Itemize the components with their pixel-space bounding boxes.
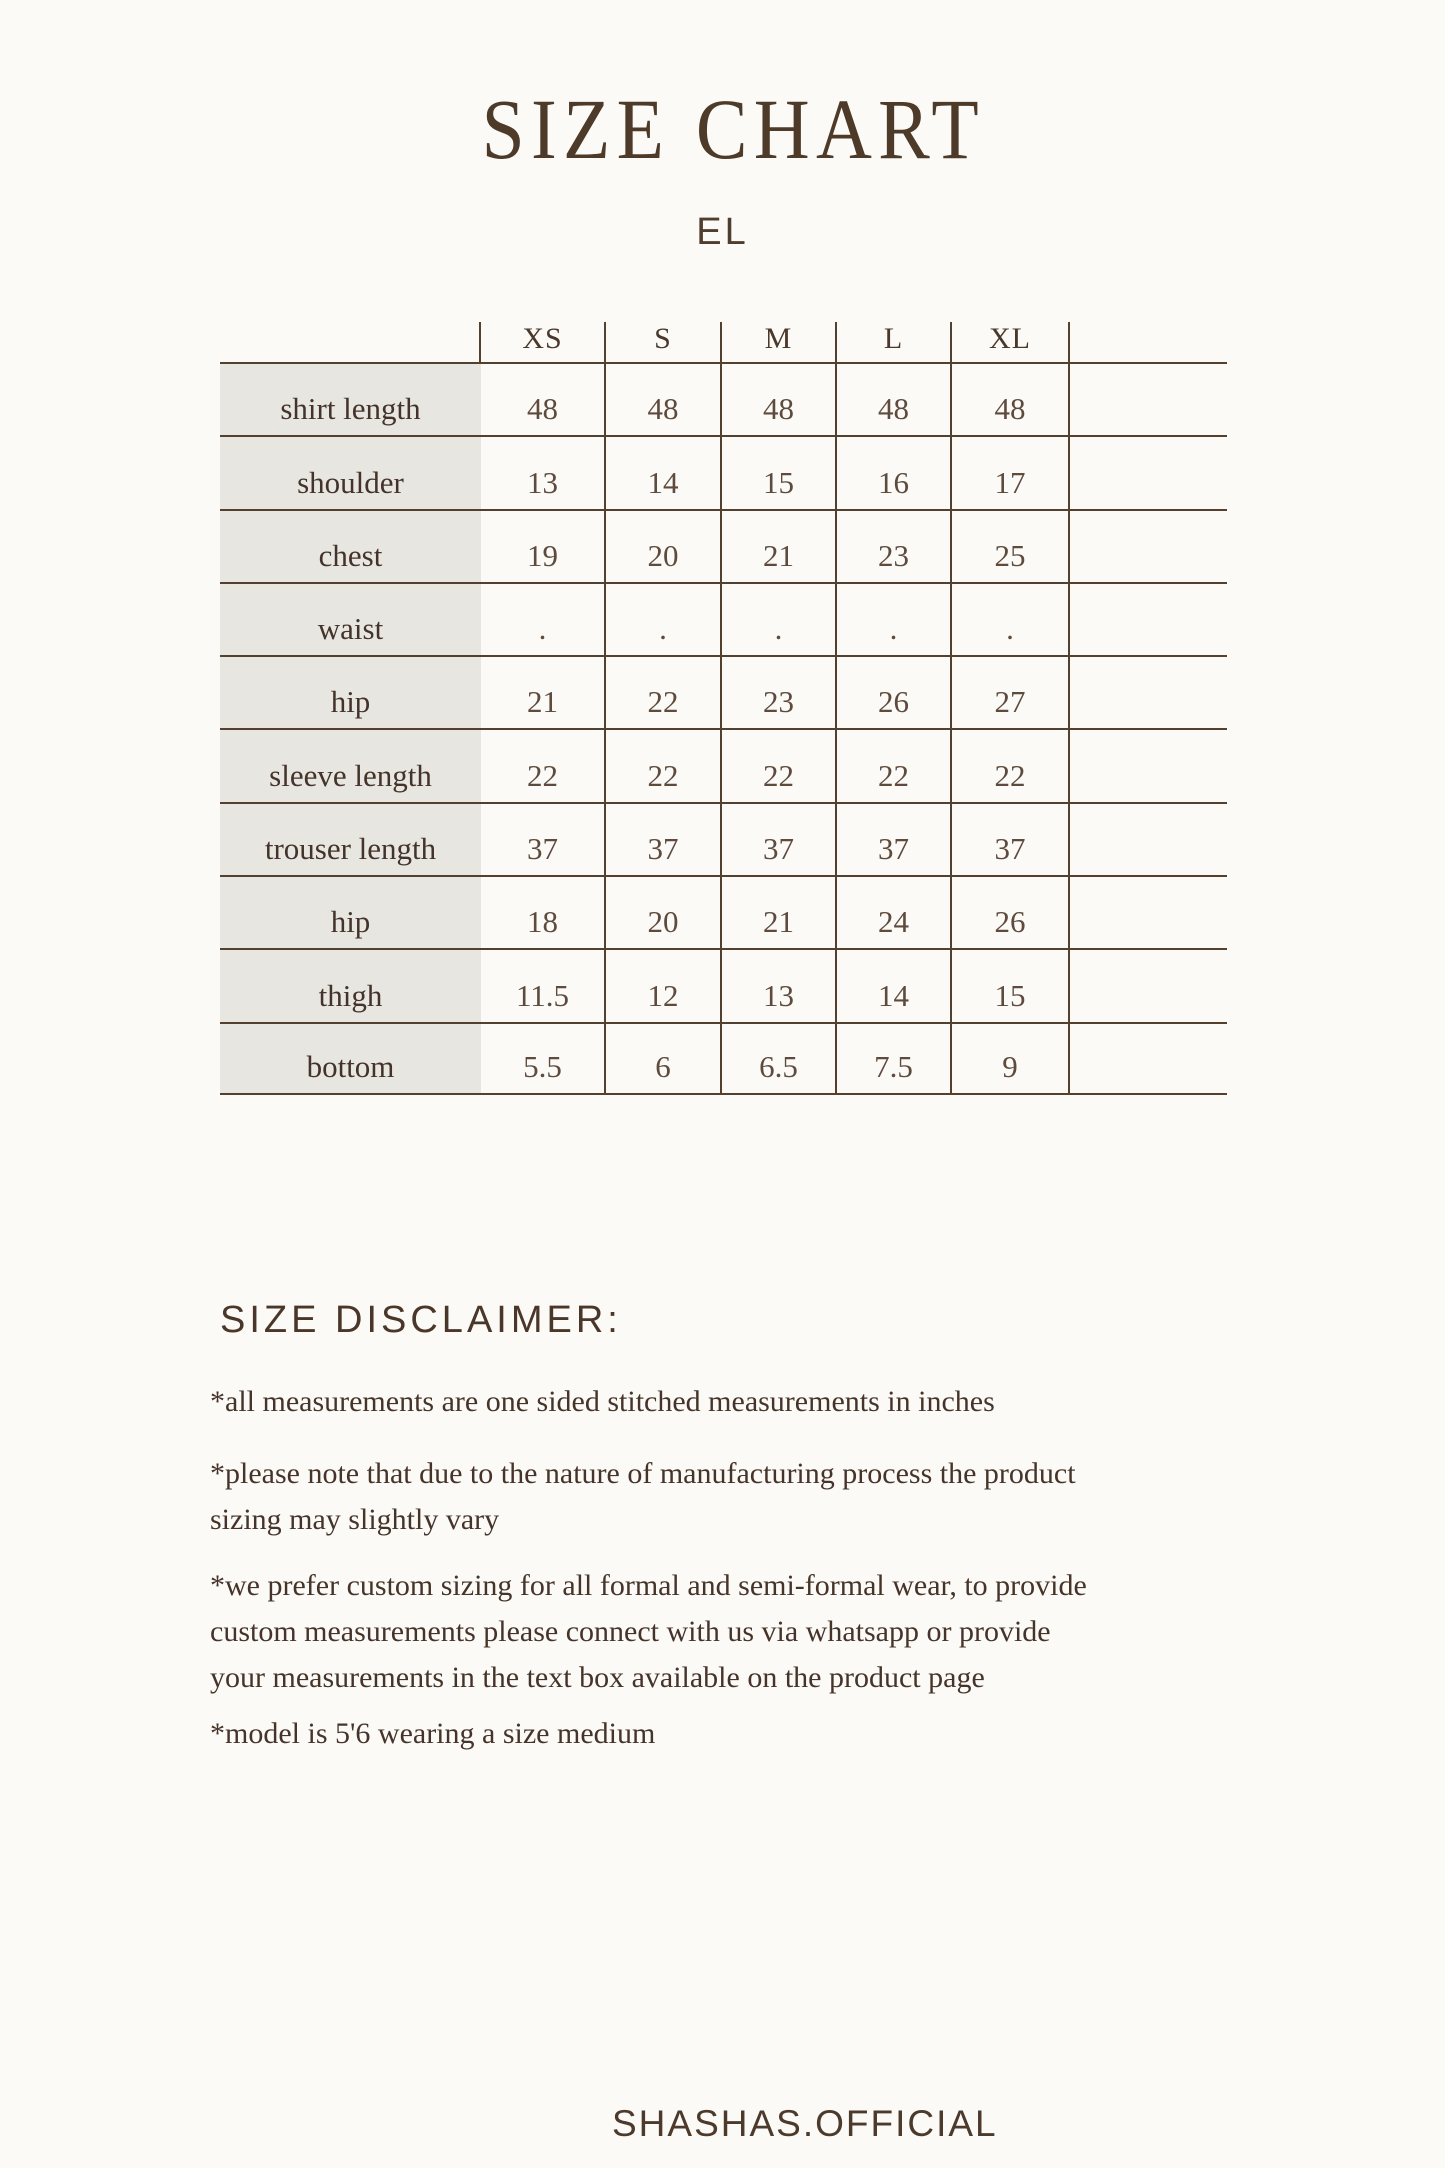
row-label: chest — [220, 508, 481, 582]
table-cell: 19 — [481, 508, 606, 582]
table-cell-empty — [1070, 655, 1227, 728]
column-header-m: M — [722, 322, 837, 362]
row-label: bottom — [220, 1021, 481, 1095]
table-cell: . — [606, 581, 722, 656]
table-cell: 48 — [606, 362, 722, 436]
table-cell-empty — [1070, 581, 1227, 655]
table-cell: 22 — [952, 728, 1070, 802]
disclaimer-heading: SIZE DISCLAIMER: — [220, 1299, 622, 1341]
column-header-empty — [1070, 322, 1227, 362]
table-cell: 6.5 — [722, 1021, 837, 1095]
row-label: thigh — [220, 948, 481, 1022]
disclaimer-paragraph: *we prefer custom sizing for all formal … — [210, 1563, 1220, 1701]
disclaimer-line: *we prefer custom sizing for all formal … — [210, 1569, 1087, 1602]
table-cell: 13 — [481, 435, 606, 509]
brand-footer: SHASHAS.OFFICIAL — [612, 2103, 998, 2144]
table-cell: 48 — [722, 362, 837, 436]
table-cell: 23 — [837, 508, 952, 582]
table-cell: . — [722, 581, 837, 656]
table-cell: 26 — [952, 875, 1070, 949]
disclaimer-paragraph: *please note that due to the nature of m… — [210, 1451, 1220, 1543]
disclaimer-line: *all measurements are one sided stitched… — [210, 1385, 995, 1418]
row-label: hip — [220, 875, 481, 949]
table-cell: 22 — [722, 728, 837, 802]
table-cell: . — [481, 581, 606, 656]
row-label: hip — [220, 655, 481, 729]
table-cell: 22 — [606, 728, 722, 802]
disclaimer-line: *please note that due to the nature of m… — [210, 1457, 1076, 1490]
table-cell: 6 — [606, 1021, 722, 1095]
table-cell-empty — [1070, 1021, 1227, 1095]
table-cell: 22 — [606, 655, 722, 729]
table-cell: 37 — [481, 801, 606, 876]
table-cell: . — [952, 581, 1070, 656]
table-cell: 21 — [722, 875, 837, 949]
table-cell: 7.5 — [837, 1021, 952, 1095]
table-cell: 9 — [952, 1021, 1070, 1095]
page-subtitle: EL — [696, 211, 749, 253]
table-cell: 48 — [481, 362, 606, 436]
table-cell: 27 — [952, 655, 1070, 729]
table-cell: 13 — [722, 948, 837, 1022]
table-cell: 20 — [606, 875, 722, 949]
table-cell: 26 — [837, 655, 952, 729]
table-cell: 15 — [722, 435, 837, 509]
size-chart-table: XS S M L XL shirt length 48 48 48 48 48 … — [220, 322, 1227, 1095]
table-cell-empty — [1070, 875, 1227, 948]
table-cell: 14 — [837, 948, 952, 1022]
table-cell-empty — [1070, 801, 1227, 875]
table-cell: 17 — [952, 435, 1070, 509]
table-cell: 37 — [837, 801, 952, 876]
table-cell-empty — [1070, 508, 1227, 582]
row-label: trouser length — [220, 801, 481, 876]
column-header-l: L — [837, 322, 952, 362]
table-cell: 21 — [722, 508, 837, 582]
table-cell: 22 — [837, 728, 952, 802]
disclaimer-line: *model is 5'6 wearing a size medium — [210, 1717, 656, 1750]
disclaimer-line: your measurements in the text box availa… — [210, 1661, 985, 1694]
table-cell: 37 — [722, 801, 837, 876]
row-label: sleeve length — [220, 728, 481, 802]
table-cell-empty — [1070, 435, 1227, 508]
table-cell: 24 — [837, 875, 952, 949]
column-header-s: S — [606, 322, 722, 362]
table-cell: 25 — [952, 508, 1070, 582]
table-cell-empty — [1070, 948, 1227, 1021]
row-label: waist — [220, 581, 481, 656]
disclaimer-paragraph: *all measurements are one sided stitched… — [210, 1379, 1220, 1425]
page-title: SIZE CHART — [481, 81, 986, 177]
table-cell: 20 — [606, 508, 722, 582]
table-cell: 5.5 — [481, 1021, 606, 1095]
table-cell-empty — [1070, 728, 1227, 801]
table-cell: 48 — [837, 362, 952, 436]
row-label: shoulder — [220, 435, 481, 509]
table-cell: 11.5 — [481, 948, 606, 1022]
disclaimer-line: custom measurements please connect with … — [210, 1615, 1051, 1648]
table-cell: 21 — [481, 655, 606, 729]
row-label: shirt length — [220, 362, 481, 436]
table-cell: 15 — [952, 948, 1070, 1022]
column-header-xl: XL — [952, 322, 1070, 362]
table-cell: 12 — [606, 948, 722, 1022]
disclaimer-paragraph: *model is 5'6 wearing a size medium — [210, 1711, 1220, 1757]
table-cell-empty — [1070, 362, 1227, 435]
table-cell: 48 — [952, 362, 1070, 436]
table-cell: 18 — [481, 875, 606, 949]
table-corner-cell — [220, 322, 481, 362]
table-cell: . — [837, 581, 952, 656]
column-header-xs: XS — [481, 322, 606, 362]
table-cell: 23 — [722, 655, 837, 729]
table-cell: 22 — [481, 728, 606, 802]
table-cell: 16 — [837, 435, 952, 509]
disclaimer-line: sizing may slightly vary — [210, 1503, 500, 1536]
table-cell: 37 — [606, 801, 722, 876]
table-cell: 14 — [606, 435, 722, 509]
table-cell: 37 — [952, 801, 1070, 876]
